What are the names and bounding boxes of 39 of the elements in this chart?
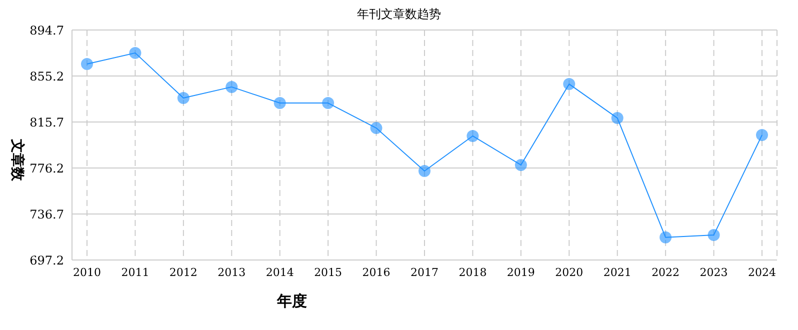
chart-title: 年刊文章数趋势 bbox=[356, 6, 442, 23]
y-tick-label: 894.7 bbox=[30, 23, 64, 38]
y-axis-title: 文章数 bbox=[8, 139, 26, 181]
x-tick-label: 2011 bbox=[121, 266, 150, 279]
y-tick-label: 815.7 bbox=[30, 115, 64, 130]
x-tick-label: 2020 bbox=[555, 266, 584, 279]
point bbox=[514, 158, 527, 171]
x-tick-label: 2024 bbox=[748, 266, 776, 279]
x-tick-label: 2021 bbox=[603, 266, 632, 279]
point bbox=[274, 97, 286, 110]
x-tick-label: 2022 bbox=[652, 266, 680, 279]
x-tick-label: 2019 bbox=[506, 266, 535, 279]
x-tick-label: 2014 bbox=[266, 266, 294, 279]
point bbox=[563, 78, 576, 90]
y-tick-label: 855.2 bbox=[30, 69, 64, 84]
x-tick-label: 2010 bbox=[73, 266, 101, 279]
y-tick-label: 697.2 bbox=[30, 253, 64, 268]
point bbox=[81, 58, 93, 70]
x-tick-label: 2017 bbox=[410, 266, 438, 279]
x-tick-label: 2016 bbox=[362, 266, 390, 279]
point bbox=[322, 97, 334, 110]
point bbox=[660, 231, 672, 244]
point bbox=[611, 112, 624, 124]
point bbox=[129, 46, 142, 59]
x-tick-label: 2012 bbox=[169, 266, 198, 279]
point bbox=[177, 92, 190, 104]
point bbox=[466, 130, 479, 142]
point bbox=[370, 122, 382, 134]
point bbox=[418, 165, 430, 178]
x-tick-label: 2018 bbox=[458, 266, 487, 279]
y-tick-label: 736.7 bbox=[30, 207, 64, 222]
point bbox=[226, 80, 238, 93]
point bbox=[756, 129, 768, 142]
x-tick-label: 2023 bbox=[700, 266, 728, 279]
x-axis-title: 年度 bbox=[277, 292, 307, 311]
y-tick-label: 776.2 bbox=[30, 161, 64, 176]
x-tick-label: 2015 bbox=[314, 266, 342, 279]
point bbox=[708, 228, 720, 241]
x-tick-label: 2013 bbox=[218, 266, 246, 279]
